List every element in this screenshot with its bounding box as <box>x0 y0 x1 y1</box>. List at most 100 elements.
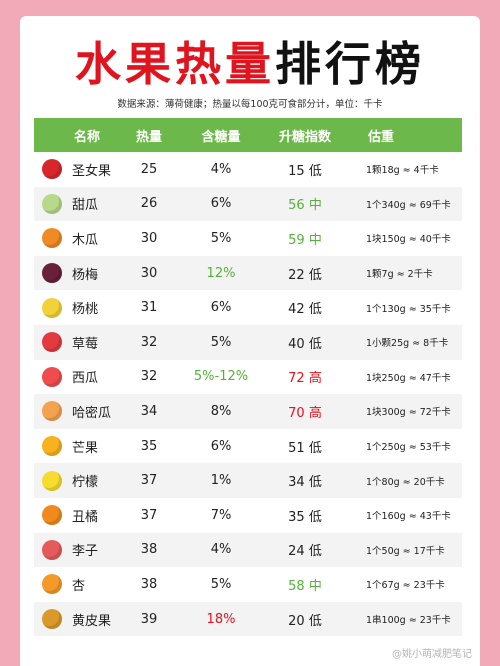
fruit-calorie-table: 名称 热量 含糖量 升糖指数 估重 圣女果 25 4% 15 低 1颗18g ≈ 4千卡… <box>34 118 462 637</box>
calories-cell: 25 <box>140 161 158 177</box>
fruit-name: 木瓜 <box>72 232 99 248</box>
fruit-name-cell: 杨桃 <box>34 297 126 318</box>
estimate-cell: 1颗18g ≈ 4千卡 <box>366 165 439 177</box>
fruit-name-cell: 柠檬 <box>34 470 126 491</box>
glycemic-index-cell: 22 低 <box>288 267 322 283</box>
fruit-name: 芒果 <box>72 440 99 456</box>
table-row: 木瓜 30 5% 59 中 1块150g ≈ 40千卡 <box>34 221 462 256</box>
title-rest: 排行榜 <box>275 37 425 91</box>
sugar-cell: 5%-12% <box>193 369 249 385</box>
estimate-cell: 1串100g ≈ 23千卡 <box>366 615 451 627</box>
watermark: @姚小萌减肥笔记 <box>392 649 472 660</box>
table-row: 甜瓜 26 6% 56 中 1个340g ≈ 69千卡 <box>34 186 462 222</box>
sugar-cell: 5% <box>210 576 232 592</box>
sugar-cell: 5% <box>210 334 232 350</box>
fruit-name-cell: 杏 <box>34 574 126 595</box>
sugar-cell: 4% <box>210 161 232 177</box>
wampee-icon <box>42 609 62 630</box>
fruit-name: 杨桃 <box>72 302 99 318</box>
apricot-icon <box>42 574 62 595</box>
header-sugar: 含糖量 <box>201 129 241 145</box>
table-row: 西瓜 32 5%-12% 72 高 1块250g ≈ 47千卡 <box>34 360 462 395</box>
glycemic-index-cell: 51 低 <box>288 440 322 456</box>
fruit-name-cell: 黄皮果 <box>34 609 126 630</box>
melon-icon <box>42 193 62 214</box>
sugar-cell: 5% <box>210 230 232 246</box>
tangerine-icon <box>42 505 62 526</box>
estimate-cell: 1个50g ≈ 17千卡 <box>366 545 445 557</box>
glycemic-index-cell: 72 高 <box>288 371 322 387</box>
glycemic-index-cell: 70 高 <box>288 405 322 421</box>
estimate-cell: 1个250g ≈ 53千卡 <box>366 442 451 454</box>
page-title: 水果热量排行榜 <box>20 38 480 90</box>
title-highlight: 水果热量 <box>75 37 275 91</box>
data-source-note: 数据来源：薄荷健康；热量以每100克可食部分计，单位：千卡 <box>117 99 383 110</box>
estimate-cell: 1个80g ≈ 20千卡 <box>366 476 445 488</box>
glycemic-index-cell: 58 中 <box>288 578 322 594</box>
mango-icon <box>42 436 62 457</box>
fruit-name: 西瓜 <box>72 371 99 387</box>
calories-cell: 26 <box>140 196 158 212</box>
fruit-name: 圣女果 <box>72 163 112 179</box>
table-row: 杨桃 31 6% 42 低 1个130g ≈ 35千卡 <box>34 290 462 325</box>
estimate-cell: 1块250g ≈ 47千卡 <box>366 372 451 384</box>
estimate-cell: 1块300g ≈ 72千卡 <box>366 407 451 419</box>
fruit-name-cell: 甜瓜 <box>34 193 126 214</box>
calories-cell: 31 <box>140 300 158 316</box>
calories-cell: 38 <box>140 542 158 558</box>
fruit-name: 杏 <box>72 578 86 594</box>
fruit-name: 杨梅 <box>72 267 99 283</box>
fruit-name-cell: 芒果 <box>34 436 126 457</box>
fruit-name-cell: 木瓜 <box>34 228 126 249</box>
sugar-cell: 12% <box>206 265 236 281</box>
estimate-cell: 1个160g ≈ 43千卡 <box>366 511 451 523</box>
table-row: 黄皮果 39 18% 20 低 1串100g ≈ 23千卡 <box>34 601 462 637</box>
sugar-cell: 6% <box>210 438 232 454</box>
strawberry-icon <box>42 332 62 353</box>
calories-cell: 39 <box>140 611 158 627</box>
estimate-cell: 1小颗25g ≈ 8千卡 <box>366 338 449 350</box>
table-row: 杏 38 5% 58 中 1个67g ≈ 23千卡 <box>34 567 462 602</box>
table-row: 圣女果 25 4% 15 低 1颗18g ≈ 4千卡 <box>34 152 462 187</box>
header-glycemic-index: 升糖指数 <box>278 129 331 145</box>
glycemic-index-cell: 59 中 <box>288 232 322 248</box>
fruit-name-cell: 李子 <box>34 539 126 560</box>
table-row: 李子 38 4% 24 低 1个50g ≈ 17千卡 <box>34 532 462 568</box>
papaya-icon <box>42 228 62 249</box>
table-row: 杨梅 30 12% 22 低 1颗7g ≈ 2千卡 <box>34 255 462 291</box>
calories-cell: 37 <box>140 507 158 523</box>
watermelon-icon <box>42 366 62 387</box>
fruit-name: 黄皮果 <box>72 613 112 629</box>
fruit-name-cell: 哈密瓜 <box>34 401 126 422</box>
fruit-name-cell: 杨梅 <box>34 263 126 284</box>
calories-cell: 30 <box>140 230 158 246</box>
table-row: 芒果 35 6% 51 低 1个250g ≈ 53千卡 <box>34 429 462 464</box>
fruit-name-cell: 圣女果 <box>34 159 126 180</box>
header-name: 名称 <box>73 129 100 145</box>
table-row: 柠檬 37 1% 34 低 1个80g ≈ 20千卡 <box>34 463 462 498</box>
estimate-cell: 1颗7g ≈ 2千卡 <box>366 269 433 281</box>
fruit-name: 哈密瓜 <box>72 405 112 421</box>
calories-cell: 32 <box>140 369 158 385</box>
fruit-name: 丑橘 <box>72 509 99 525</box>
table-body: 圣女果 25 4% 15 低 1颗18g ≈ 4千卡 甜瓜 26 6% 56 中 1个340g ≈… <box>34 152 462 637</box>
table-row: 丑橘 37 7% 35 低 1个160g ≈ 43千卡 <box>34 498 462 533</box>
table-header: 名称 热量 含糖量 升糖指数 估重 <box>34 118 462 152</box>
sugar-cell: 1% <box>210 473 232 489</box>
calories-cell: 37 <box>140 473 158 489</box>
calories-cell: 32 <box>140 334 158 350</box>
fruit-name: 柠檬 <box>72 475 99 491</box>
bayberry-icon <box>42 263 62 284</box>
cantaloupe-icon <box>42 401 62 422</box>
cherry-tomato-icon <box>42 159 62 180</box>
plum-icon <box>42 539 62 560</box>
calories-cell: 30 <box>140 265 158 281</box>
infographic-card: 水果热量排行榜 数据来源：薄荷健康；热量以每100克可食部分计，单位：千卡 名称… <box>20 16 480 666</box>
sugar-cell: 4% <box>210 542 232 558</box>
sugar-cell: 6% <box>210 196 232 212</box>
estimate-cell: 1个67g ≈ 23千卡 <box>366 580 445 592</box>
starfruit-icon <box>42 297 62 318</box>
calories-cell: 35 <box>140 438 158 454</box>
fruit-name-cell: 草莓 <box>34 332 126 353</box>
sugar-cell: 8% <box>210 403 232 419</box>
